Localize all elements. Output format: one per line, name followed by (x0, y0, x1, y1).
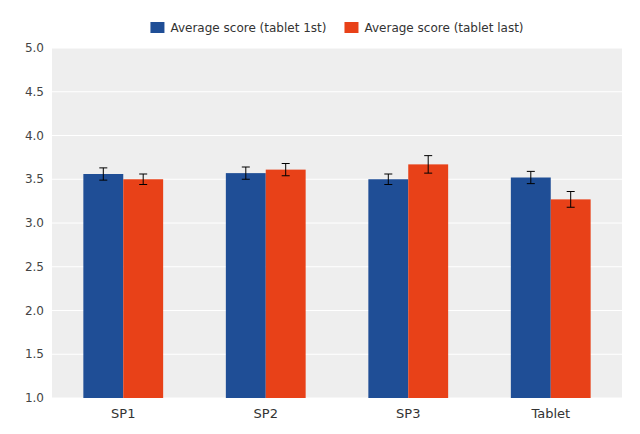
error-bar (242, 167, 250, 179)
bar (408, 164, 448, 398)
error-cap (384, 184, 392, 185)
series (83, 167, 550, 398)
legend-swatch (344, 22, 358, 33)
error-cap (424, 155, 432, 156)
error-line (285, 164, 286, 176)
x-tick-label: SP3 (396, 406, 420, 421)
error-cap (99, 180, 107, 181)
grid-line (52, 91, 622, 92)
bar (266, 170, 306, 398)
error-cap (424, 173, 432, 174)
x-tick-label: Tablet (530, 406, 570, 421)
bars (83, 156, 590, 398)
grid (52, 48, 622, 398)
bar (551, 199, 591, 398)
error-line (530, 171, 531, 183)
error-bar (384, 174, 392, 185)
y-tick-label: 3.5 (25, 172, 44, 186)
bar (511, 178, 551, 399)
bar (123, 179, 163, 398)
error-line (570, 192, 571, 208)
y-tick-label: 5.0 (25, 41, 44, 55)
error-cap (139, 184, 147, 185)
error-bar (567, 192, 575, 208)
y-tick-label: 4.0 (25, 129, 44, 143)
bar (368, 179, 408, 398)
x-axis: SP1 SP2 SP3 Tablet (111, 406, 570, 421)
error-cap (384, 174, 392, 175)
y-tick-label: 4.5 (25, 85, 44, 99)
error-bar (99, 168, 107, 180)
error-cap (527, 183, 535, 184)
error-cap (242, 179, 250, 180)
error-bar (282, 164, 290, 176)
legend: Average score (tablet 1st) Average score … (150, 21, 523, 35)
legend-swatch (150, 22, 164, 33)
error-cap (567, 207, 575, 208)
error-cap (527, 171, 535, 172)
error-line (103, 168, 104, 180)
error-line (245, 167, 246, 179)
series (123, 156, 590, 398)
chart-container: 1.0 1.5 2.0 2.5 3.0 3.5 4.0 4.5 5.0 SP1 SP2 SP3 Tabl… (0, 0, 640, 434)
y-tick-label: 1.5 (25, 347, 44, 361)
y-tick-label: 2.0 (25, 304, 44, 318)
plot-background (52, 48, 622, 398)
y-tick-label: 1.0 (25, 391, 44, 405)
y-tick-label: 3.0 (25, 216, 44, 230)
grid-line (52, 135, 622, 136)
error-bar (139, 174, 147, 185)
error-line (143, 174, 144, 185)
error-line (428, 156, 429, 174)
error-cap (282, 163, 290, 164)
error-bar (527, 171, 535, 183)
bar (226, 173, 266, 398)
error-cap (282, 175, 290, 176)
legend-item: Average score (tablet 1st) (150, 21, 326, 35)
legend-item: Average score (tablet last) (344, 21, 523, 35)
error-cap (99, 167, 107, 168)
chart-svg: 1.0 1.5 2.0 2.5 3.0 3.5 4.0 4.5 5.0 SP1 SP2 SP3 Tabl… (0, 0, 640, 434)
legend-label: Average score (tablet 1st) (170, 21, 326, 35)
error-cap (139, 174, 147, 175)
x-tick-label: SP2 (254, 406, 278, 421)
error-bar (424, 156, 432, 174)
legend-label: Average score (tablet last) (364, 21, 523, 35)
error-cap (242, 167, 250, 168)
bar (83, 174, 123, 398)
error-line (388, 174, 389, 185)
error-cap (567, 191, 575, 192)
x-tick-label: SP1 (111, 406, 135, 421)
y-tick-label: 2.5 (25, 260, 44, 274)
y-axis: 1.0 1.5 2.0 2.5 3.0 3.5 4.0 4.5 5.0 (25, 41, 44, 405)
grid-line (52, 48, 622, 49)
